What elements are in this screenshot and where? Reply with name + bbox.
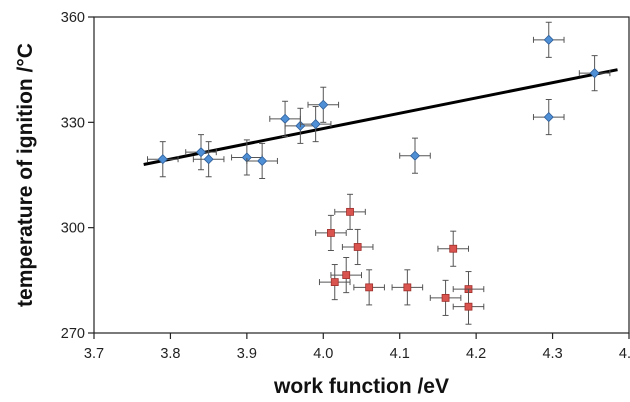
data-point: [437, 230, 469, 267]
diamond-marker: [543, 112, 554, 123]
data-point: [452, 288, 485, 325]
x-tick-label: 3.9: [237, 346, 257, 362]
x-tick-label: 4.0: [313, 346, 333, 362]
diamond-marker: [195, 147, 207, 158]
y-tick-label: 270: [61, 326, 85, 342]
diamond-marker: [318, 99, 329, 110]
square-marker: [464, 302, 473, 311]
x-axis-title: work function /eV: [273, 375, 449, 398]
data-point: [192, 141, 225, 178]
square-marker: [449, 244, 458, 253]
diamond-marker: [310, 119, 321, 130]
x-axis-ticks: 3.7 3.8 3.9 4.0 4.1 4.2 4.3 4.4: [84, 333, 630, 362]
fit-line-layer: [143, 68, 618, 166]
data-point: [185, 134, 217, 171]
diamond-marker: [589, 68, 600, 79]
square-marker: [346, 207, 354, 216]
diamond-marker: [157, 154, 168, 165]
data-point: [578, 55, 611, 92]
data-point: [269, 100, 301, 137]
square-marker: [365, 283, 374, 292]
y-axis-title: temperature of ignition /°C: [14, 43, 37, 307]
y-tick-label: 300: [61, 221, 85, 237]
data-point: [330, 257, 362, 294]
fit-line: [143, 68, 618, 166]
square-marker: [342, 271, 351, 279]
x-tick-label: 4.3: [542, 346, 562, 362]
plot-area: [93, 16, 630, 334]
square-marker: [353, 243, 362, 251]
data-point: [318, 264, 351, 301]
diamond-marker: [203, 154, 214, 165]
diamond-marker: [280, 113, 291, 124]
x-tick-label: 4.1: [390, 346, 410, 362]
plot-frame: [93, 16, 630, 334]
data-point: [147, 141, 179, 178]
data-point: [391, 269, 424, 306]
y-axis-ticks: 270 300 330 360: [61, 10, 94, 342]
data-point: [334, 193, 366, 230]
x-tick-label: 3.8: [160, 346, 180, 362]
data-point: [353, 269, 385, 306]
data-point: [399, 137, 431, 174]
data-point: [307, 86, 340, 123]
x-tick-label: 3.7: [84, 346, 104, 362]
diamond-marker: [409, 150, 421, 161]
y-tick-label: 330: [61, 115, 85, 131]
data-point: [532, 99, 565, 136]
square-marker: [441, 293, 450, 302]
data-point: [429, 279, 462, 316]
square-marker: [403, 283, 412, 292]
data-points-layer: [147, 21, 611, 325]
diamond-marker: [543, 34, 554, 45]
data-point: [341, 228, 374, 266]
data-point: [246, 142, 278, 180]
x-tick-label: 4.4: [619, 346, 630, 362]
x-tick-label: 4.2: [466, 346, 486, 362]
data-point: [315, 214, 347, 251]
square-marker: [330, 278, 339, 286]
y-tick-label: 360: [61, 10, 85, 26]
square-marker: [327, 229, 335, 237]
data-point: [532, 21, 565, 58]
data-point: [299, 106, 332, 143]
diamond-marker: [257, 155, 268, 167]
